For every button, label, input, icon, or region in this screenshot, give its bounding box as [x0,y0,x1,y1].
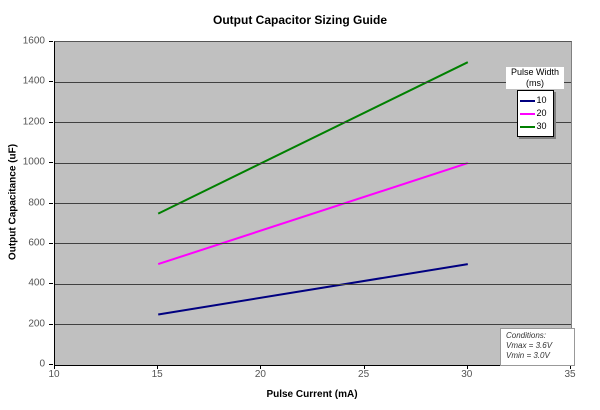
plot-area [54,41,572,366]
x-axis-ticks: 10 15 20 25 30 35 [48,365,576,391]
legend-entry-20: 20 [519,107,552,120]
legend-swatch-icon [519,99,535,102]
x-tick-mark-35 [570,365,571,369]
y-tick-mark-1000 [49,162,53,164]
y-tick-mark-200 [49,323,53,325]
y-tick-label-400: 400 [28,277,45,289]
y-tick-mark-800 [49,202,53,204]
conditions-vmin: Vmin = 3.0V [506,351,550,360]
series-lines-svg [157,61,469,316]
legend-swatch-icon [519,112,535,115]
chart-title: Output Capacitor Sizing Guide [213,13,387,27]
legend-entry-30: 30 [519,120,552,133]
gridline-y-600 [55,243,571,245]
y-axis-ticks: 0 200 400 600 800 1000 1200 1400 1600 [0,36,54,370]
x-tick-mark-30 [466,365,468,369]
conditions-annotation: Conditions: Vmax = 3.6V Vmin = 3.0V [500,328,575,366]
y-tick-label-1000: 1000 [22,156,45,168]
y-tick-mark-1600 [49,41,53,42]
legend: Pulse Width (ms) 10 20 30 [506,67,564,137]
y-tick-label-200: 200 [28,318,45,330]
series-line-10ms [158,263,468,316]
y-tick-mark-0 [49,364,53,365]
y-tick-mark-1200 [49,121,53,123]
x-tick-label-25: 25 [358,369,370,380]
x-tick-mark-25 [363,365,365,369]
legend-entry-label: 20 [536,108,547,118]
legend-entries-box: 10 20 30 [516,90,554,137]
x-tick-label-10: 10 [48,369,60,380]
y-tick-mark-1400 [49,81,53,83]
y-tick-label-1600: 1600 [22,35,45,47]
legend-title-units: (ms) [506,78,564,89]
x-tick-label-20: 20 [254,369,266,380]
legend-entry-10: 10 [519,94,552,107]
conditions-vmax: Vmax = 3.6V [506,341,553,350]
gridline-y-400 [55,283,571,285]
x-tick-mark-15 [157,365,159,369]
y-tick-label-800: 800 [28,197,45,208]
legend-title: Pulse Width [506,67,564,78]
legend-entry-label: 30 [536,121,547,131]
y-tick-label-1400: 1400 [22,75,45,87]
x-tick-label-35: 35 [564,369,576,380]
y-tick-mark-600 [49,242,53,244]
legend-entry-label: 10 [536,95,547,105]
y-tick-mark-400 [49,283,53,285]
gridline-y-200 [55,324,571,326]
gridline-y-1000 [55,162,571,164]
y-tick-label-600: 600 [28,237,45,249]
y-tick-label-0: 0 [39,358,45,370]
gridline-y-1400 [55,81,571,83]
series-line-30ms [157,61,469,215]
x-tick-mark-20 [260,365,262,369]
y-tick-label-1200: 1200 [22,116,45,128]
conditions-heading: Conditions: [506,331,547,340]
series-line-20ms [157,162,469,266]
gridline-y-1200 [55,122,571,124]
legend-swatch-icon [519,125,535,128]
gridline-y-800 [55,203,571,204]
x-tick-label-30: 30 [461,369,473,380]
x-tick-label-15: 15 [151,369,163,380]
x-axis-title: Pulse Current (mA) [266,389,358,400]
x-tick-mark-10 [54,365,55,369]
